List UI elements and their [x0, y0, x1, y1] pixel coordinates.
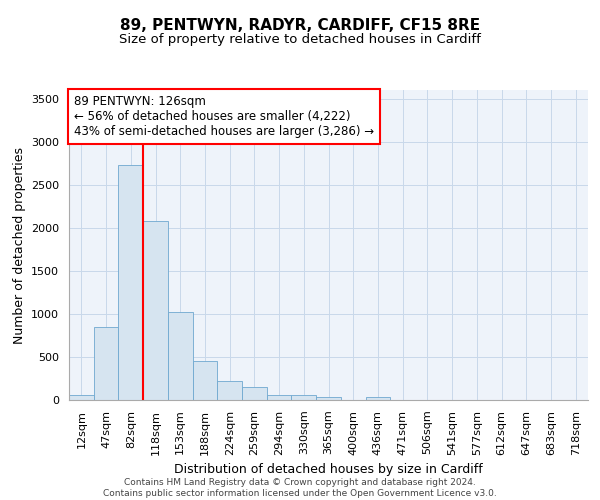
Text: Size of property relative to detached houses in Cardiff: Size of property relative to detached ho…: [119, 32, 481, 46]
Bar: [217, 381, 242, 400]
Bar: [242, 387, 267, 400]
Text: Contains HM Land Registry data © Crown copyright and database right 2024.
Contai: Contains HM Land Registry data © Crown c…: [103, 478, 497, 498]
Bar: [168, 312, 193, 400]
Text: 89 PENTWYN: 126sqm
← 56% of detached houses are smaller (4,222)
43% of semi-deta: 89 PENTWYN: 126sqm ← 56% of detached hou…: [74, 94, 374, 138]
Bar: [118, 165, 143, 400]
Bar: [292, 395, 316, 400]
Y-axis label: Number of detached properties: Number of detached properties: [13, 146, 26, 344]
Bar: [365, 398, 390, 400]
Bar: [94, 327, 118, 400]
Bar: [316, 396, 341, 400]
Bar: [69, 395, 94, 400]
Text: 89, PENTWYN, RADYR, CARDIFF, CF15 8RE: 89, PENTWYN, RADYR, CARDIFF, CF15 8RE: [120, 18, 480, 32]
Bar: [267, 395, 292, 400]
Bar: [143, 221, 168, 400]
X-axis label: Distribution of detached houses by size in Cardiff: Distribution of detached houses by size …: [174, 463, 483, 476]
Bar: [193, 361, 217, 400]
